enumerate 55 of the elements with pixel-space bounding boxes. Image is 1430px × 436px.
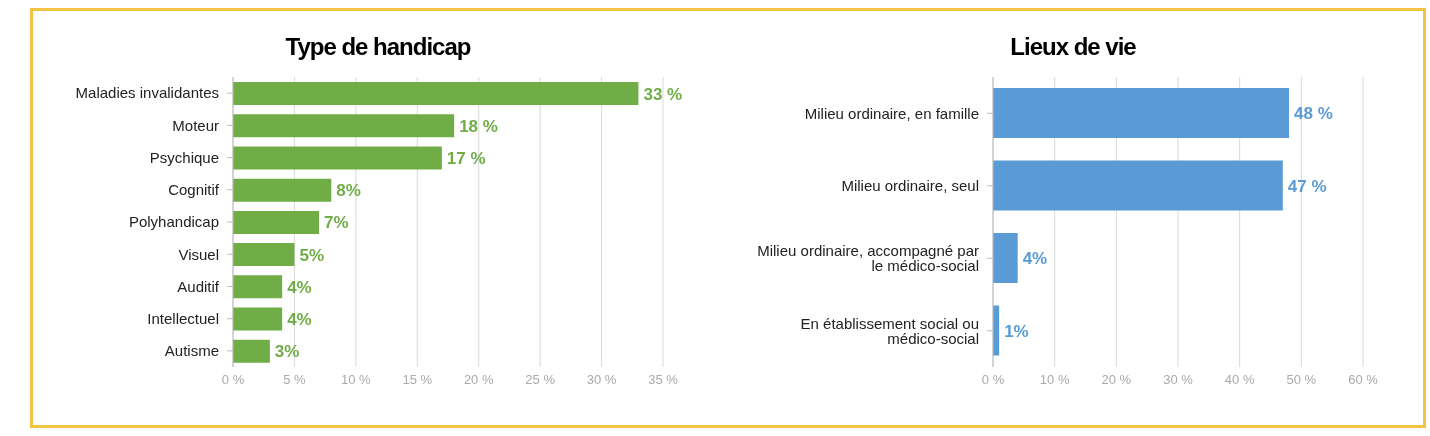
x-tick-label: 40 % [1224,372,1255,388]
y-tick-label: Maladies invalidantes [75,84,219,102]
x-tick-label: 60 % [1348,372,1379,388]
x-tick-label: 5 % [283,372,307,388]
x-tick-label: 30 % [1163,372,1194,388]
y-tick-label: Auditif [177,277,220,295]
bar [233,82,639,105]
data-label: 4% [287,310,312,330]
x-tick-label: 25 % [525,372,556,388]
data-label: 18 % [459,116,498,136]
x-tick-label: 30 % [586,372,617,388]
x-tick-label: 20 % [1101,372,1132,388]
x-tick-label: 10 % [341,372,372,388]
y-tick-label: Milieu ordinaire, accompagné par le médico-social [757,242,979,275]
bar [233,339,270,363]
chart-title: Lieux de vie [1009,33,1137,61]
data-label: 33 % [643,84,683,104]
data-label: 17 % [446,148,486,168]
x-tick-label: 50 % [1286,372,1317,388]
y-tick-label: Visuel [178,245,219,263]
x-tick-label: 20 % [463,372,494,388]
bar [993,160,1283,211]
x-tick-label: 15 % [402,372,433,388]
bar [233,243,295,267]
data-label: 1% [1004,321,1029,341]
bar [233,307,283,331]
data-label: 4% [1022,249,1048,269]
bar [233,178,332,202]
data-label: 3% [274,342,300,362]
data-label: 8% [336,181,361,201]
x-tick-label: 0 % [981,372,1005,388]
bar [993,88,1289,138]
bar [233,114,455,138]
y-tick-label: Psychique [149,148,219,166]
y-tick-label: Autisme [164,342,219,360]
data-label: 47 % [1287,176,1327,196]
x-tick-label: 10 % [1039,372,1070,388]
bar [993,233,1018,283]
bar [233,146,442,170]
x-tick-label: 0 % [221,372,245,388]
y-tick-label: Cognitif [168,181,220,199]
x-tick-label: 35 % [648,372,679,388]
chart-title: Type de handicap [284,33,472,61]
bar [233,210,319,234]
y-tick-label: Milieu ordinaire, en famille [804,104,979,122]
data-label: 5% [299,245,325,265]
data-label: 48 % [1294,104,1333,124]
y-tick-label: Milieu ordinaire, seul [841,177,979,195]
y-tick-label: Polyhandicap [128,213,219,231]
y-tick-label: En établissement social ou médico-social [800,314,979,347]
bar [233,275,283,299]
data-label: 7% [324,213,349,233]
data-label: 4% [287,277,312,297]
y-tick-label: Intellectuel [147,309,219,327]
y-tick-label: Moteur [172,116,219,134]
